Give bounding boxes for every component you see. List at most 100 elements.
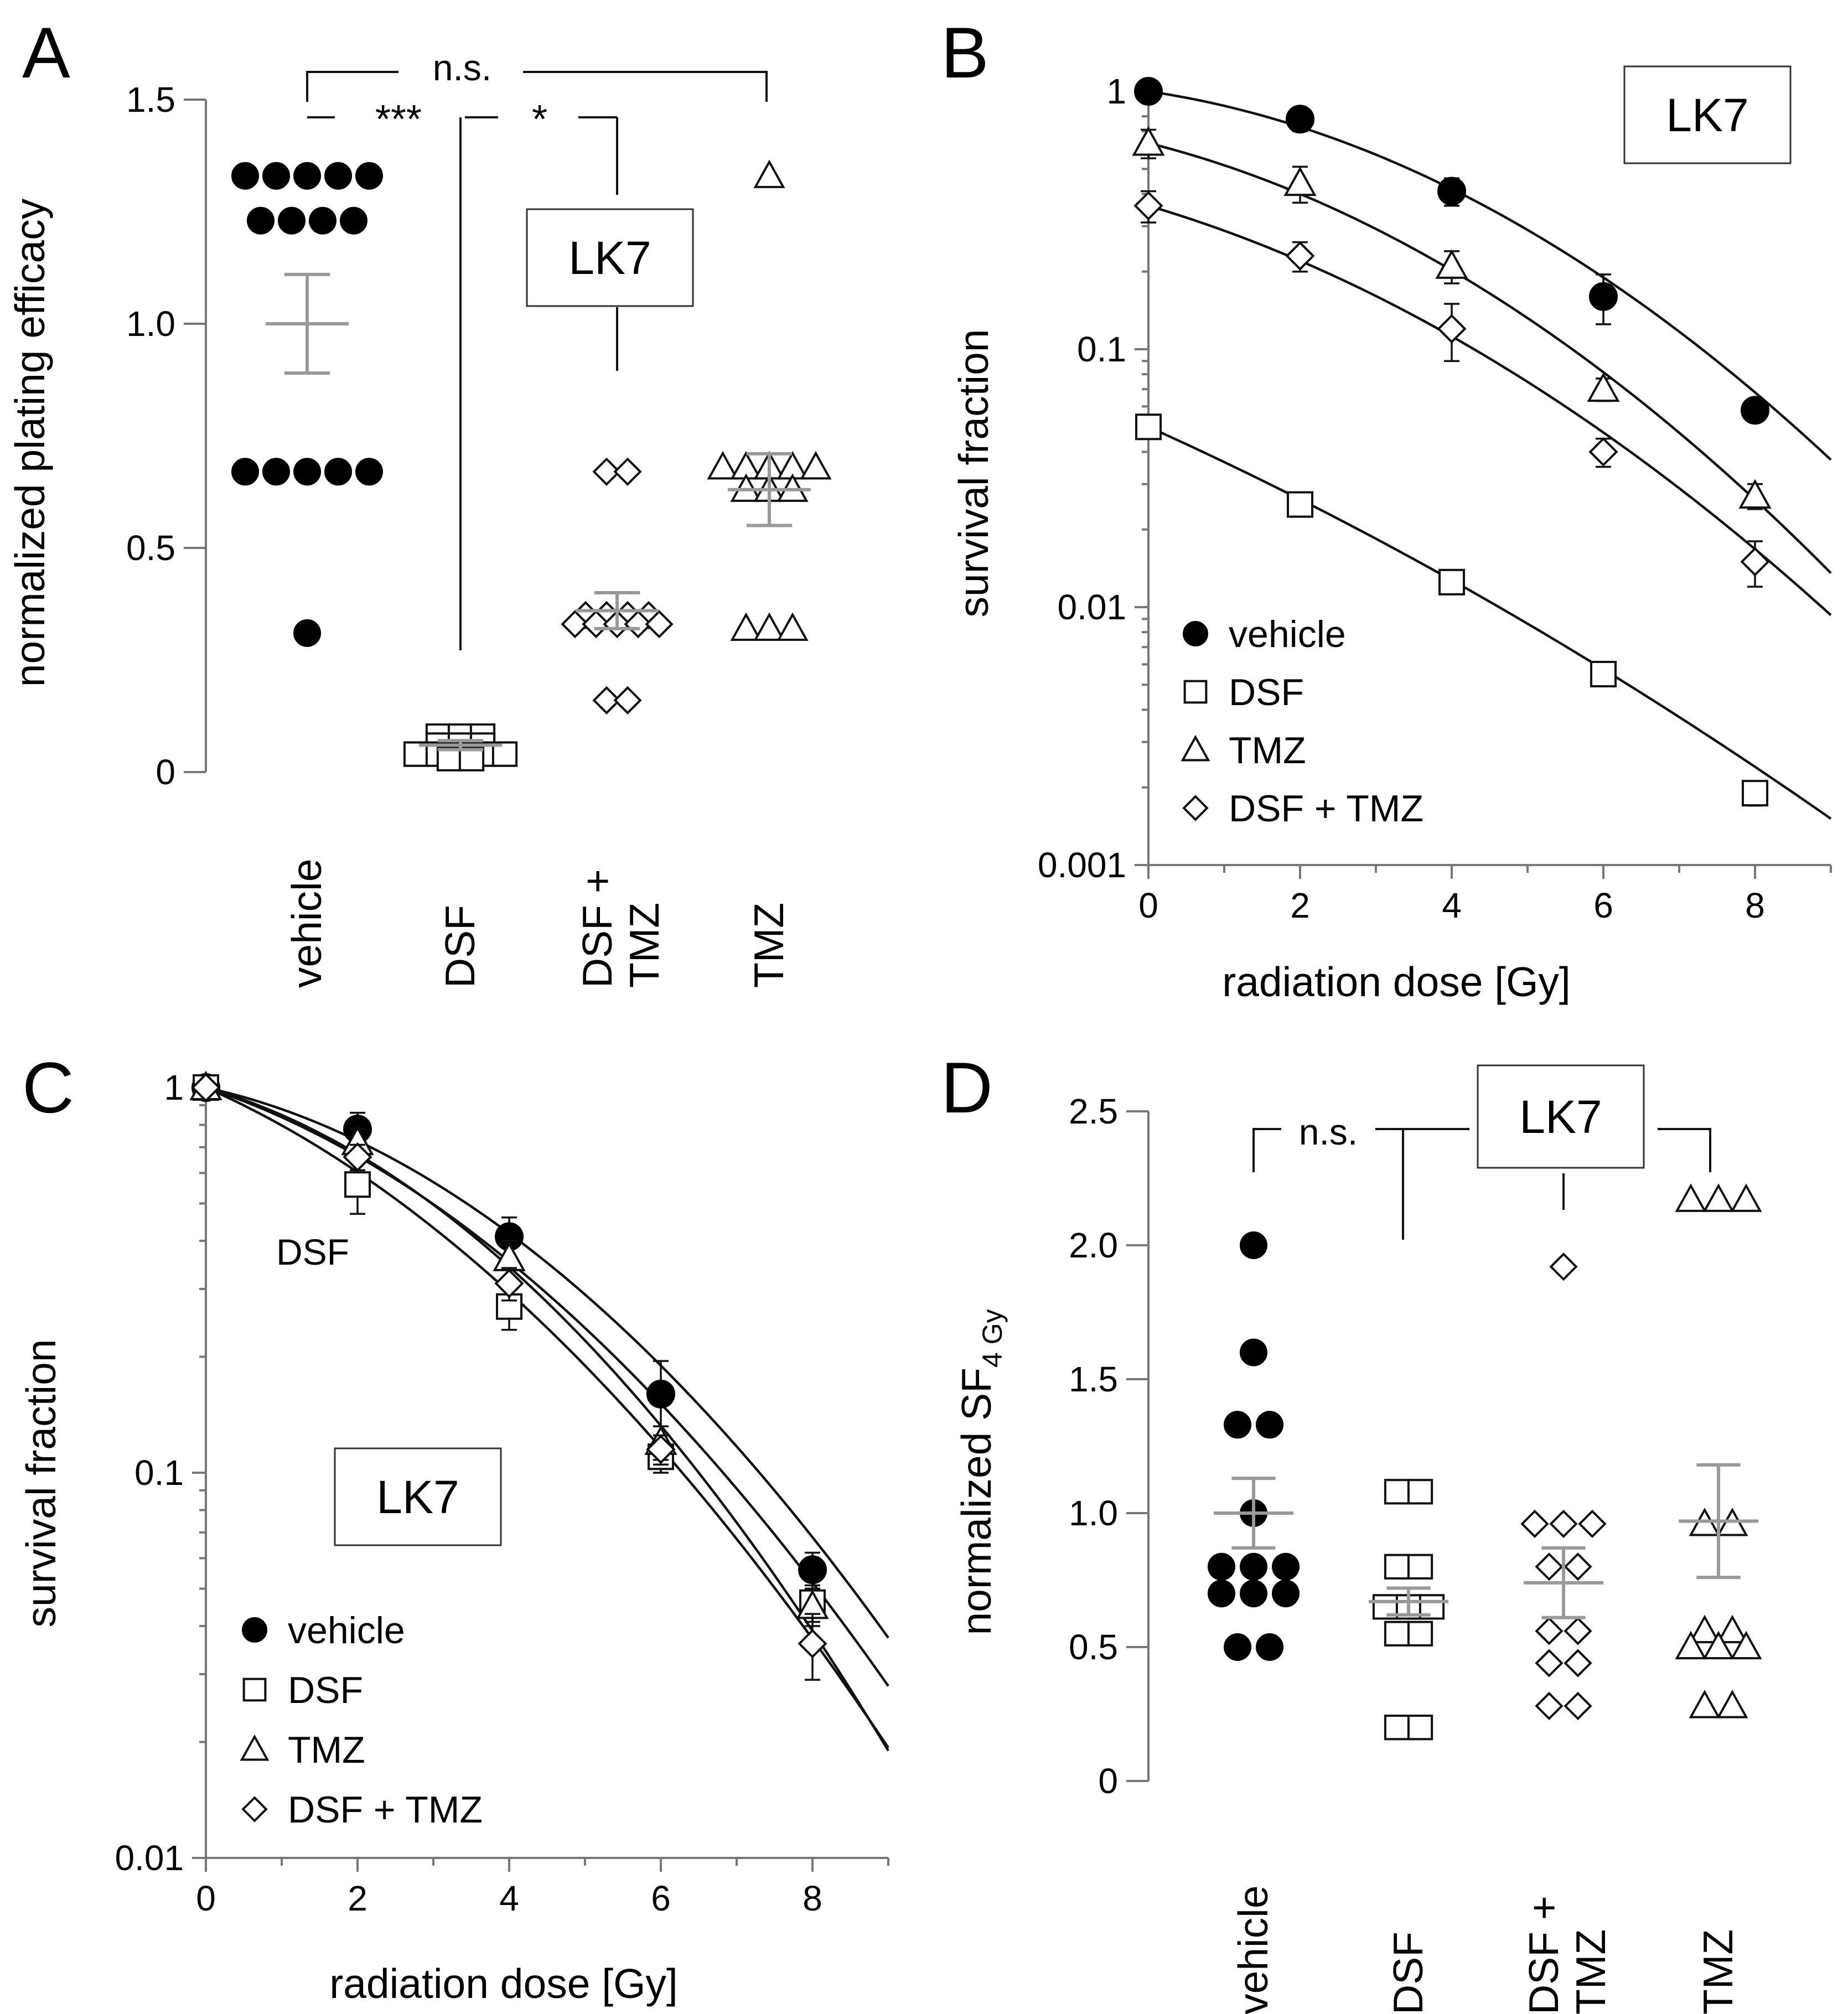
a-point-triangle <box>800 451 832 480</box>
panel-d-category-labels: vehicle DSF DSF + TMZ TMZ <box>1230 1886 1741 2014</box>
d-point-square <box>1384 1554 1410 1580</box>
data-point-circle <box>1286 105 1314 134</box>
d-point-diamond <box>1535 1649 1564 1678</box>
panel-c-cell-line-box <box>334 1447 502 1546</box>
data-point-circle <box>1589 282 1618 311</box>
panel-letter-d: D <box>941 1047 993 1128</box>
d-point-diamond <box>1564 1649 1592 1678</box>
d-point-square <box>1384 1620 1410 1647</box>
d-point-triangle <box>1730 1183 1762 1212</box>
a-point-circle <box>262 162 290 190</box>
data-point-square <box>1438 568 1465 596</box>
y-tick-label: 2.0 <box>1069 1225 1118 1265</box>
legend-label: TMZ <box>288 1729 365 1771</box>
panel-d-cell-line-box <box>1477 1064 1645 1169</box>
panel-d-marks <box>1208 1183 1762 1741</box>
fit-curve-circle <box>1148 90 1832 461</box>
a-point-diamond <box>592 686 621 715</box>
y-tick-label: 0.01 <box>115 1838 184 1878</box>
fit-curve-triangle <box>205 1086 889 1752</box>
x-tick-label: 8 <box>803 1878 822 1918</box>
category-label: DSF <box>1385 1932 1431 2014</box>
a-point-circle <box>324 458 352 486</box>
a-point-diamond <box>561 610 589 639</box>
legend-label: vehicle <box>288 1609 405 1651</box>
panel-b-legend: vehicle DSF TMZ DSF + TMZ <box>1181 613 1423 830</box>
y-tick-label: 0.01 <box>1057 587 1126 627</box>
legend-marker-triangle <box>1181 734 1210 762</box>
panel-c-cell-line-label: LK7 <box>376 1471 459 1523</box>
panel-a-annotation-ns: n.s. <box>433 47 491 88</box>
y-tick-label: 1.0 <box>1069 1493 1118 1533</box>
d-point-circle <box>1208 1580 1235 1608</box>
d-point-square <box>1384 1479 1410 1505</box>
fit-curve-square <box>1148 426 1832 820</box>
d-point-square <box>1407 1715 1433 1741</box>
data-point-diamond <box>494 1269 524 1298</box>
data-point-circle <box>1741 396 1769 425</box>
legend-label: DSF + TMZ <box>288 1789 483 1831</box>
fit-curve-circle <box>205 1086 889 1639</box>
a-point-diamond <box>613 457 642 486</box>
d-point-circle <box>1272 1580 1300 1608</box>
d-point-diamond <box>1520 1509 1549 1538</box>
panel-a: A normalized plating efficacy 0 0.5 1.0 1.5… <box>7 12 832 988</box>
data-point-circle <box>646 1379 675 1409</box>
category-label: TMZ <box>1567 1929 1614 2014</box>
y-tick-label: 2.5 <box>1069 1091 1118 1131</box>
a-point-diamond <box>582 610 610 639</box>
panel-a-y-axis: 0 0.5 1.0 1.5 <box>126 80 207 792</box>
panel-a-significance: n.s. *** * <box>306 47 768 650</box>
panel-a-category-labels: vehicle DSF DSF + TMZ TMZ <box>283 859 792 988</box>
panel-d-y-axis-label-main: normalized SF <box>953 1368 1000 1635</box>
category-label: TMZ <box>746 903 792 988</box>
a-point-diamond <box>592 457 621 486</box>
category-label: vehicle <box>283 859 330 988</box>
legend-marker-circle <box>242 1617 267 1643</box>
panel-d: D normalized SF4 Gy 0 0.5 1.0 1.5 2.0 2.5 veh… <box>941 1047 1762 2014</box>
legend-label: DSF <box>1229 671 1304 713</box>
d-point-diamond <box>1535 1617 1564 1645</box>
y-tick-label: 0.1 <box>134 1453 184 1493</box>
category-label: vehicle <box>1230 1886 1276 2014</box>
a-point-circle <box>262 458 290 486</box>
a-point-triangle <box>730 612 762 641</box>
x-tick-label: 4 <box>1442 886 1462 925</box>
d-point-circle <box>1208 1552 1235 1581</box>
a-point-circle <box>340 206 367 235</box>
data-point-square <box>1742 780 1768 807</box>
a-point-circle <box>324 162 352 190</box>
a-point-circle <box>355 162 383 190</box>
panel-a-y-axis-label: normalized plating efficacy <box>7 198 53 687</box>
data-point-square <box>1590 660 1617 687</box>
panel-c-fit-curves <box>205 1086 889 1752</box>
data-point-circle <box>798 1555 827 1585</box>
y-tick-label: 0.5 <box>126 528 175 568</box>
data-point-circle <box>1437 177 1466 206</box>
d-point-square <box>1407 1620 1433 1647</box>
data-point-diamond <box>1285 241 1315 271</box>
d-point-diamond <box>1564 1691 1592 1721</box>
data-point-triangle <box>1435 249 1468 279</box>
legend-marker-circle <box>1183 621 1208 646</box>
panel-letter-c: C <box>22 1047 74 1128</box>
data-point-circle <box>1134 77 1163 106</box>
a-point-circle <box>293 162 321 190</box>
d-point-diamond <box>1535 1552 1564 1581</box>
d-point-square <box>1407 1479 1433 1505</box>
legend-label: DSF <box>288 1669 363 1711</box>
data-point-square <box>1287 491 1313 518</box>
panel-a-cell-line-label: LK7 <box>568 232 651 284</box>
d-point-triangle <box>1702 1630 1735 1660</box>
a-point-diamond <box>613 686 642 715</box>
d-point-triangle <box>1716 1614 1748 1644</box>
d-point-circle <box>1240 1580 1267 1608</box>
y-tick-label: 0.001 <box>1038 845 1126 885</box>
x-tick-label: 0 <box>196 1878 216 1918</box>
legend-marker-square <box>1183 680 1208 704</box>
x-tick-label: 0 <box>1138 886 1158 925</box>
a-point-triangle <box>753 159 785 188</box>
d-point-circle <box>1256 1411 1283 1439</box>
legend-label: vehicle <box>1229 613 1346 655</box>
